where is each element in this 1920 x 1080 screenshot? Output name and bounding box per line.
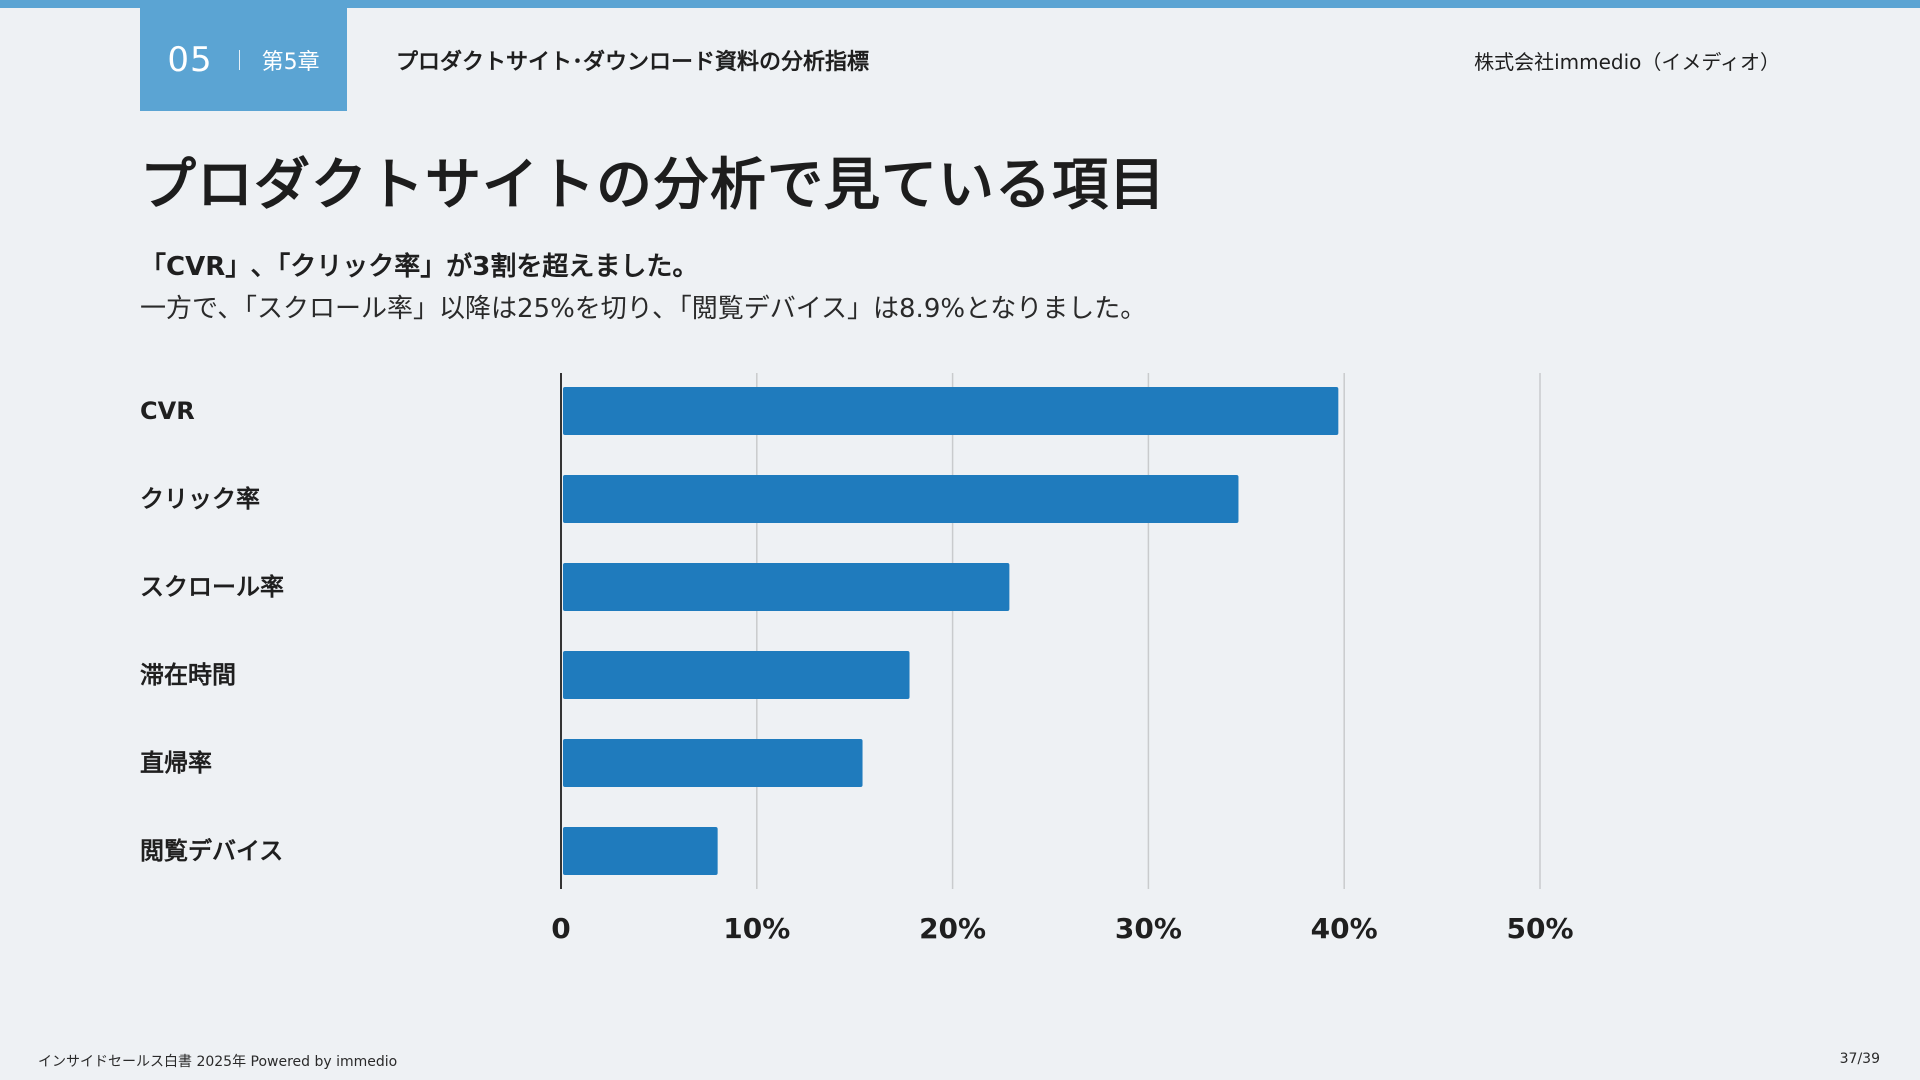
chapter-divider — [238, 49, 240, 70]
x-tick-label: 50% — [1506, 912, 1573, 945]
x-tick-label: 30% — [1115, 912, 1182, 945]
subtitle-highlight: 「CVR」､「クリック率」が3割を超えました。 — [140, 252, 699, 282]
x-tick-label: 40% — [1311, 912, 1378, 945]
x-tick-label: 10% — [723, 912, 790, 945]
top-accent-bar — [0, 0, 1920, 8]
category-label: 滞在時間 — [140, 661, 236, 689]
bar — [563, 739, 863, 787]
x-tick-label: 20% — [919, 912, 986, 945]
bar — [563, 651, 910, 699]
chapter-badge: 05 第5章 — [140, 8, 347, 111]
footer-source: インサイドセールス白書 2025年 Powered by immedio — [38, 1054, 398, 1070]
category-label: スクロール率 — [140, 573, 284, 601]
bar — [563, 563, 1010, 611]
chapter-number: 05 — [167, 39, 213, 80]
category-label: クリック率 — [140, 485, 260, 513]
category-label: CVR — [140, 397, 195, 425]
section-title: プロダクトサイト･ダウンロード資料の分析指標 — [396, 50, 870, 75]
category-label: 閲覧デバイス — [140, 837, 283, 865]
bar — [563, 475, 1239, 523]
bar — [563, 827, 718, 875]
page-title: プロダクトサイトの分析で見ている項目 — [140, 153, 1166, 218]
company-name: 株式会社immedio（イメディオ） — [1474, 50, 1780, 74]
subtitle-detail: 一方で､「スクロール率」以降は25%を切り､「閲覧デバイス」は8.9%となりまし… — [140, 294, 1147, 324]
chapter-label: 第5章 — [261, 49, 320, 75]
x-tick-label: 0 — [551, 912, 570, 945]
category-label: 直帰率 — [140, 749, 212, 777]
page-number: 37/39 — [1839, 1051, 1880, 1067]
bar — [563, 387, 1339, 435]
